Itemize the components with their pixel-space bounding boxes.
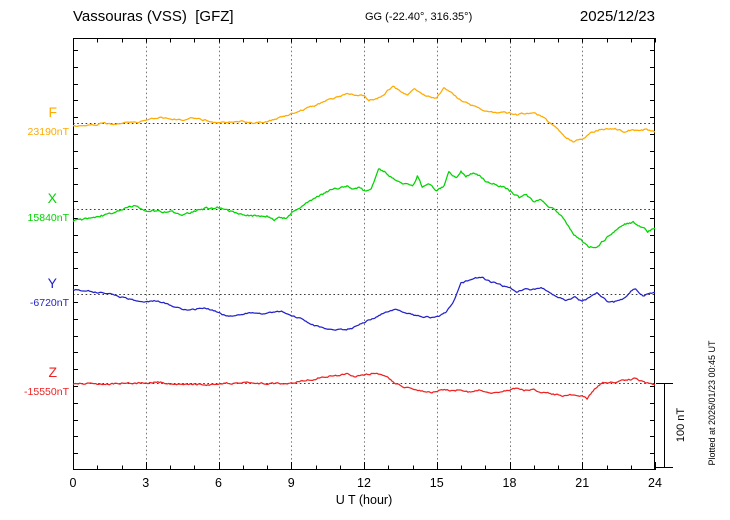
x-tick-label-12: 12 xyxy=(357,476,371,490)
x-tick-label-21: 21 xyxy=(575,476,590,490)
channel-baseline-value-Z: -15550nT xyxy=(24,386,69,398)
x-tick-label-0: 0 xyxy=(69,476,77,490)
channel-name-Z: Z xyxy=(48,364,57,380)
x-tick-label-6: 6 xyxy=(215,476,222,490)
channel-baseline-value-F: 23190nT xyxy=(27,126,69,138)
plotted-at-note: Plotted at 2026/01/23 00:45 UT xyxy=(707,340,717,466)
channel-name-X: X xyxy=(47,190,57,206)
station-title: Vassouras (VSS) [GFZ] xyxy=(73,8,234,25)
channel-name-Y: Y xyxy=(47,275,57,291)
geographic-coordinates: GG (-22.40°, 316.35°) xyxy=(365,11,473,23)
channel-name-F: F xyxy=(48,104,57,120)
channel-baseline-value-Y: -6720nT xyxy=(29,297,69,309)
x-tick-label-15: 15 xyxy=(429,476,444,490)
observation-date: 2025/12/23 xyxy=(579,8,655,25)
channel-baseline-value-X: 15840nT xyxy=(27,212,69,224)
x-tick-label-3: 3 xyxy=(142,476,150,490)
x-tick-label-18: 18 xyxy=(502,476,517,490)
x-axis-title: U T (hour) xyxy=(335,493,393,507)
scale-bar-label: 100 nT xyxy=(675,407,687,443)
x-tick-label-9: 9 xyxy=(287,476,295,490)
x-tick-label-24: 24 xyxy=(648,476,662,490)
